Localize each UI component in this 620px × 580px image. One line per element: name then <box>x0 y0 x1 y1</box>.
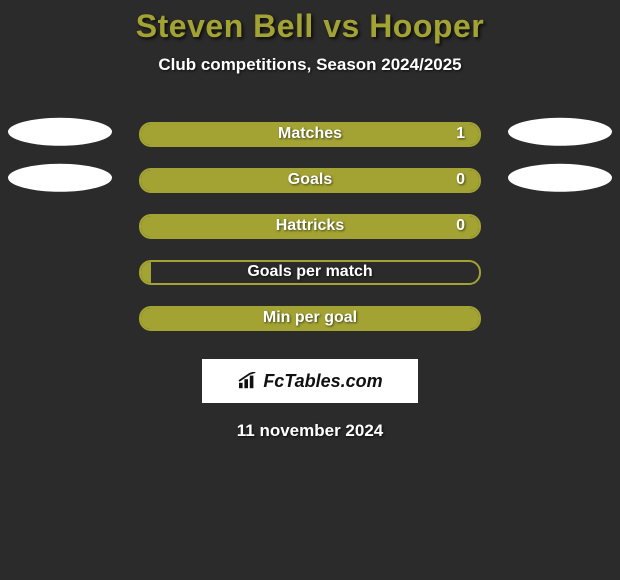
stats-list: Matches1Goals0Hattricks0Goals per matchM… <box>0 111 620 341</box>
stat-label: Min per goal <box>141 308 479 329</box>
bar-chart-icon <box>237 372 259 390</box>
player-left-marker <box>8 164 112 192</box>
logo-box[interactable]: FcTables.com <box>202 359 418 403</box>
stat-row: Goals per match <box>0 249 620 295</box>
stat-row: Hattricks0 <box>0 203 620 249</box>
stat-row: Matches1 <box>0 111 620 157</box>
page-title: Steven Bell vs Hooper <box>0 8 620 45</box>
stat-bar: Hattricks0 <box>139 214 481 239</box>
date-text: 11 november 2024 <box>0 421 620 441</box>
stat-value: 0 <box>456 216 465 237</box>
stat-row: Min per goal <box>0 295 620 341</box>
player-right-marker <box>508 164 612 192</box>
stat-bar: Min per goal <box>139 306 481 331</box>
subtitle: Club competitions, Season 2024/2025 <box>0 55 620 75</box>
logo-text: FcTables.com <box>263 371 382 392</box>
stat-label: Goals <box>141 170 479 191</box>
player-left-marker <box>8 118 112 146</box>
stat-bar: Goals per match <box>139 260 481 285</box>
stat-label: Matches <box>141 124 479 145</box>
stat-value: 1 <box>456 124 465 145</box>
player-right-marker <box>508 118 612 146</box>
logo: FcTables.com <box>237 371 382 392</box>
stat-row: Goals0 <box>0 157 620 203</box>
stat-value: 0 <box>456 170 465 191</box>
comparison-card: Steven Bell vs Hooper Club competitions,… <box>0 0 620 441</box>
stat-bar: Matches1 <box>139 122 481 147</box>
stat-label: Hattricks <box>141 216 479 237</box>
stat-label: Goals per match <box>141 262 479 283</box>
stat-bar: Goals0 <box>139 168 481 193</box>
